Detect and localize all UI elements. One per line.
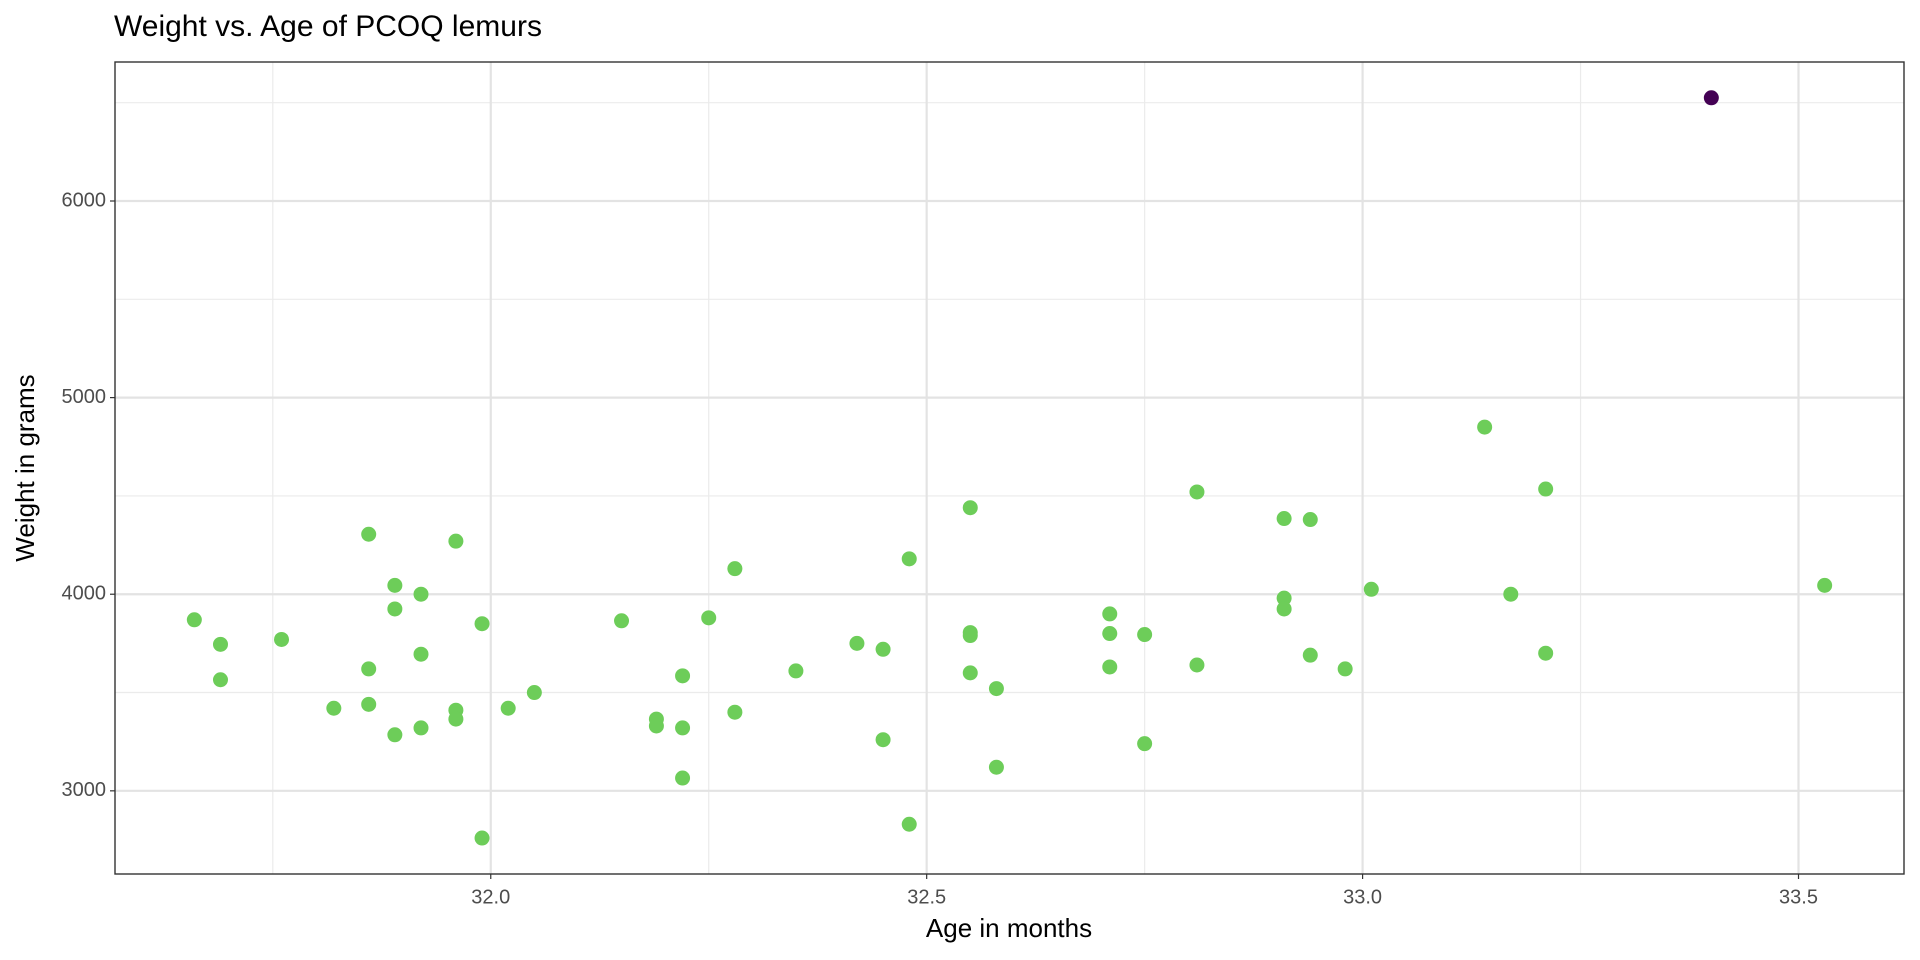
point: [1189, 484, 1205, 500]
point: [962, 665, 978, 681]
point: [1337, 661, 1353, 677]
point: [727, 704, 743, 720]
point: [413, 720, 429, 736]
point: [1302, 647, 1318, 663]
point: [962, 628, 978, 644]
point: [1302, 512, 1318, 528]
point: [1363, 581, 1379, 597]
point: [1137, 627, 1153, 643]
point: [274, 631, 290, 647]
point: [526, 685, 542, 701]
chart-title: Weight vs. Age of PCOQ lemurs: [114, 10, 542, 43]
point: [962, 500, 978, 516]
y-tick-label: 5000: [62, 386, 107, 408]
point: [1703, 90, 1719, 106]
point: [1102, 626, 1118, 642]
point: [1102, 659, 1118, 675]
point: [675, 770, 691, 786]
point: [448, 533, 464, 549]
point: [1102, 606, 1118, 622]
point: [1137, 736, 1153, 752]
y-axis-title: Weight in grams: [10, 374, 40, 561]
point: [1276, 601, 1292, 617]
x-tick-label: 32.0: [471, 886, 510, 908]
point: [875, 641, 891, 657]
point: [1477, 419, 1493, 435]
point: [474, 830, 490, 846]
point: [212, 672, 228, 688]
x-tick-label: 32.5: [907, 886, 946, 908]
x-axis-title: Age in months: [926, 913, 1092, 943]
point: [849, 635, 865, 651]
point: [727, 561, 743, 577]
point: [361, 696, 377, 712]
point: [1503, 586, 1519, 602]
point: [1538, 645, 1554, 661]
point: [326, 700, 342, 716]
point: [212, 636, 228, 652]
point: [1538, 481, 1554, 497]
panel-border: [114, 61, 1905, 875]
point: [675, 720, 691, 736]
point: [675, 668, 691, 684]
point: [988, 681, 1004, 697]
point: [474, 616, 490, 632]
point: [387, 601, 403, 617]
point: [387, 577, 403, 593]
point: [413, 586, 429, 602]
x-tick-label: 33.0: [1343, 886, 1382, 908]
point: [448, 711, 464, 727]
y-tick-label: 6000: [62, 189, 107, 211]
point: [1276, 590, 1292, 606]
point: [413, 646, 429, 662]
point: [875, 732, 891, 748]
point: [988, 759, 1004, 775]
point: [701, 610, 717, 626]
point: [500, 700, 516, 716]
point: [1189, 657, 1205, 673]
point: [648, 718, 664, 734]
point: [186, 612, 202, 628]
point: [387, 727, 403, 743]
y-tick-label: 3000: [62, 779, 107, 801]
point: [901, 816, 917, 832]
y-tick-label: 4000: [62, 583, 107, 605]
point: [1276, 511, 1292, 527]
point: [361, 526, 377, 542]
point: [901, 551, 917, 567]
point: [614, 613, 630, 629]
point: [1817, 577, 1833, 593]
x-tick-label: 33.5: [1779, 886, 1818, 908]
point: [788, 663, 804, 679]
point: [361, 661, 377, 677]
